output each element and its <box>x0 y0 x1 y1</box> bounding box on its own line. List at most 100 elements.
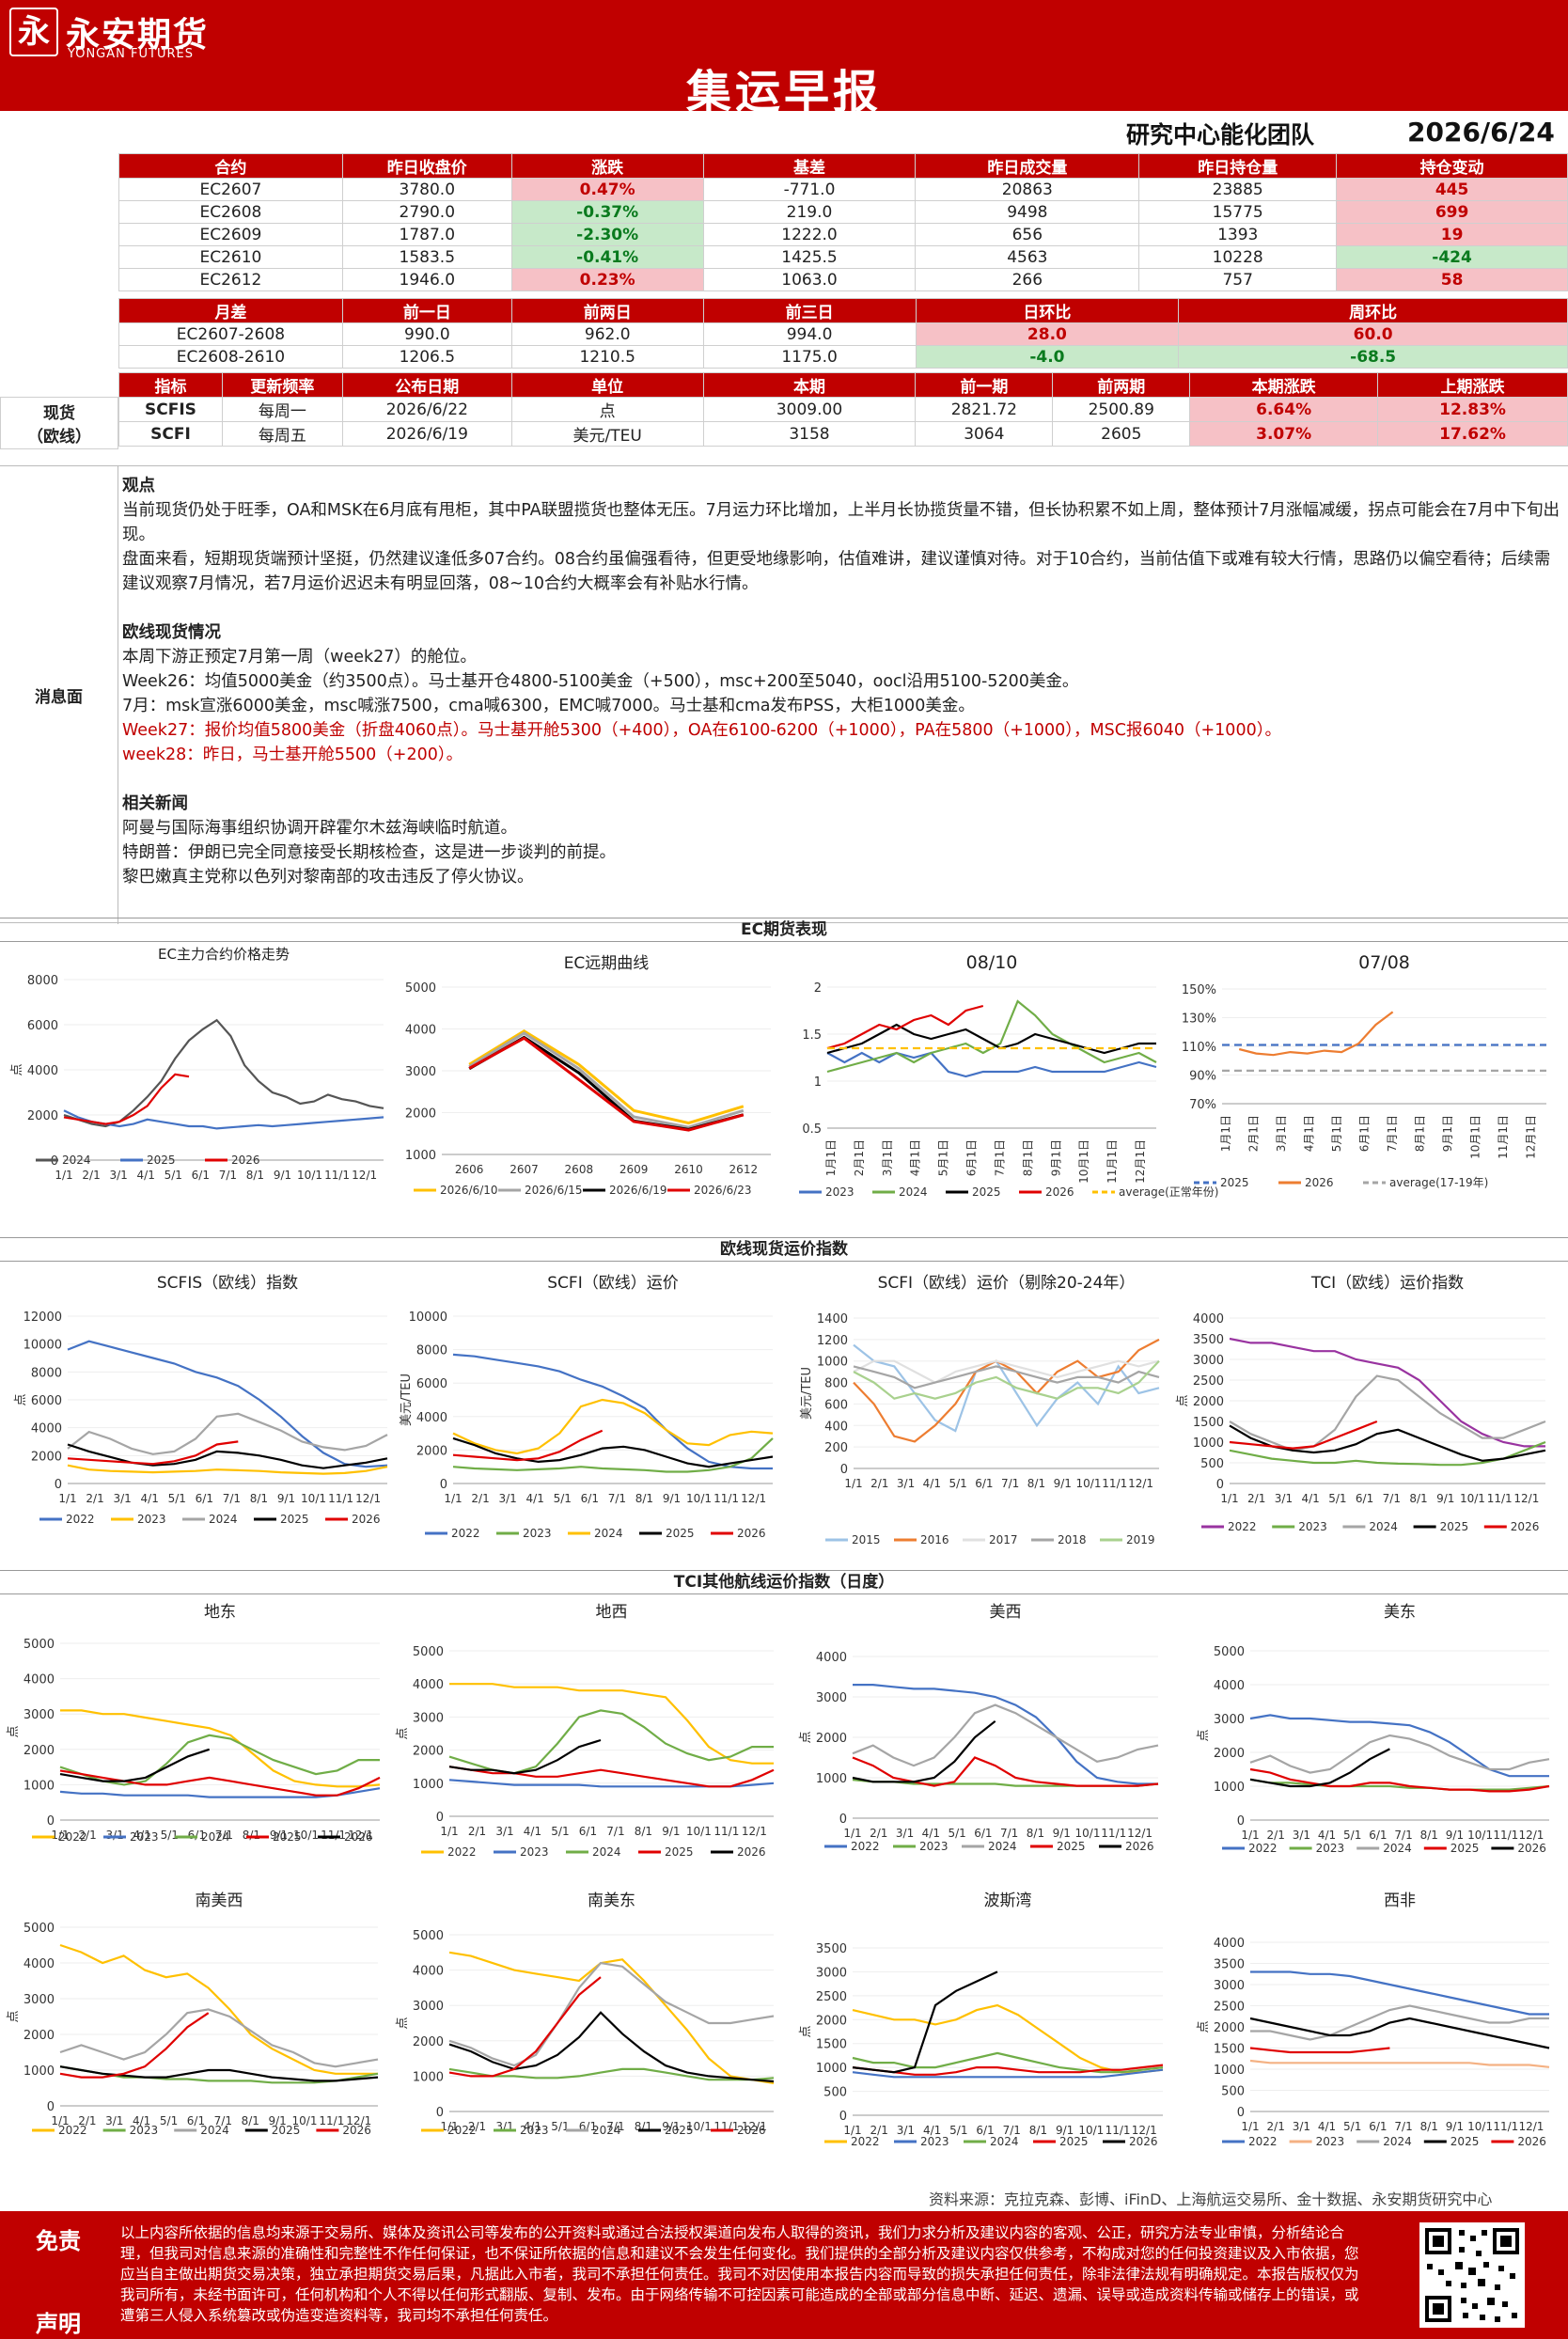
basis-cell: 219.0 <box>702 200 917 224</box>
y-tick-label: 3500 <box>1214 1958 1245 1972</box>
x-tick-label: 10/1 <box>1076 1477 1102 1490</box>
series-line-2026 <box>1238 1011 1394 1057</box>
table-row: SCFIS 每周一 2026/6/22 点 3009.00 2821.72 2500.89 6… <box>118 397 1568 422</box>
series-line-2023 <box>448 2067 775 2081</box>
column-header: 前一日 <box>341 298 512 323</box>
x-tick-label: 2/1 <box>1267 1829 1285 1842</box>
legend-label: 2026/6/10 <box>440 1184 498 1197</box>
y-tick-label: 90% <box>1189 1070 1216 1084</box>
x-tick-label: 2/1 <box>468 2120 486 2133</box>
y-tick-label: 500 <box>1221 2085 1245 2099</box>
close-cell: 1787.0 <box>341 223 512 246</box>
series-line-2026/6/15 <box>468 1031 745 1129</box>
x-tick-label: 5/1 <box>168 1492 186 1505</box>
volume-cell: 4563 <box>915 245 1140 269</box>
chart-tci-dd: 地东 0 1000 2000 3000 4000 5000 点 1/1 2/1 3/1 4/1 5/1 6… <box>7 1603 381 1844</box>
y-tick-label: 5000 <box>1214 1645 1245 1659</box>
current-cell: 3009.00 <box>702 397 917 422</box>
y-tick-label: 2500 <box>1193 1374 1224 1389</box>
company-logo: 永 永安期货 YONGAN FUTURES <box>9 8 212 61</box>
x-tick-label: 7/1 <box>223 1492 241 1505</box>
y-tick-label: 2000 <box>1214 2021 1245 2035</box>
table-row: EC2610 1583.5 -0.41% 1425.5 4563 10228 -424 <box>118 245 1568 269</box>
legend-label: 2026 <box>737 1527 766 1540</box>
y-tick-label: 2000 <box>413 2035 444 2049</box>
x-tick-label: 2/1 <box>82 1169 100 1182</box>
legend-label: 2015 <box>852 1533 881 1546</box>
spread-header-row: 月差 前一日 前两日 前三日 日环比 周环比 <box>118 298 1568 323</box>
y-tick-label: 4000 <box>416 1411 447 1425</box>
series-line-2026 <box>448 1976 602 2078</box>
series-line-2025 <box>1249 1767 1550 1793</box>
x-tick-label: 7月1日 <box>1386 1115 1399 1152</box>
series-line-2015 <box>853 1343 1160 1433</box>
legend-label: 2022 <box>58 2124 87 2137</box>
y-tick-label: 2 <box>814 981 822 996</box>
legend-label: 2024 <box>594 1527 623 1540</box>
y-tick-label: 3500 <box>816 1942 847 1956</box>
spot-line-1: 本周下游正预定7月第一周（week27）的舱位。 <box>122 648 477 667</box>
y-tick-label: 3000 <box>1193 1354 1224 1368</box>
contract-cell: EC2609 <box>118 223 343 246</box>
y-tick-label: 2000 <box>1193 1395 1224 1409</box>
table-row: SCFI 每周五 2026/6/19 美元/TEU 3158 3064 2605 3.07% 1… <box>118 421 1568 447</box>
x-tick-label: 12/1 <box>352 1169 377 1182</box>
x-tick-label: 8/1 <box>1420 2120 1438 2133</box>
volume-cell: 20863 <box>915 178 1140 201</box>
y-tick-label: 500 <box>823 2086 847 2100</box>
y-tick-label: 3000 <box>1214 1713 1245 1727</box>
x-tick-label: 5/1 <box>554 1492 572 1505</box>
data-source: 资料来源：克拉克森、彭博、iFinD、上海航运交易所、金十数据、永安期货研究中心 <box>929 2190 1493 2208</box>
x-tick-label: 6/1 <box>1369 1829 1387 1842</box>
qr-code-icon[interactable] <box>1419 2222 1525 2328</box>
y-tick-label: 130% <box>1182 1013 1216 1027</box>
chart-ec-curve: EC远期曲线 1000 2000 3000 4000 5000 2606 2607 2608 26… <box>405 954 771 1197</box>
column-header: 更新频率 <box>221 372 343 398</box>
chart-title: 美东 <box>1384 1603 1416 1622</box>
x-tick-label: 2/1 <box>468 1825 486 1838</box>
x-tick-label: 9/1 <box>1056 2124 1074 2137</box>
x-tick-label: 7/1 <box>215 1829 233 1842</box>
y-tick-label: 1000 <box>817 1356 848 1370</box>
chart-title: 南美西 <box>196 1892 243 1910</box>
series-line-2023 <box>67 1464 388 1475</box>
x-tick-label: 10/1 <box>1078 2124 1104 2137</box>
volume-cell: 656 <box>915 223 1140 246</box>
x-tick-label: 1月1日 <box>824 1139 838 1176</box>
x-tick-label: 5/1 <box>949 2124 967 2137</box>
open-interest-cell: 23885 <box>1138 178 1338 201</box>
change-cell: 6.64% <box>1189 397 1379 422</box>
news-content: 观点 当前现货仍处于旺季，OA和MSK在6月底有甩柜，其中PA联盟揽货也整体无压… <box>122 474 1560 889</box>
table-row: EC2612 1946.0 0.23% 1063.0 266 757 58 <box>118 268 1568 291</box>
y-tick-label: 10000 <box>409 1311 447 1325</box>
chart-title: 08/10 <box>966 952 1018 973</box>
x-tick-label: 5/1 <box>160 2114 178 2127</box>
x-tick-label: 3/1 <box>1293 1829 1310 1842</box>
y-tick-label: 8000 <box>416 1344 447 1358</box>
x-tick-label: 10/1 <box>1467 2120 1493 2133</box>
y-tick-label: 2000 <box>405 1107 436 1122</box>
series-line-2023 <box>852 2068 1164 2079</box>
x-tick-label: 10月1日 <box>1077 1139 1090 1184</box>
x-tick-label: 12/1 <box>1128 1477 1153 1490</box>
x-tick-label: 12/1 <box>1127 1827 1152 1840</box>
x-tick-label: 2/1 <box>471 1492 489 1505</box>
x-tick-label: 1/1 <box>51 1829 69 1842</box>
change-cell: 0.23% <box>510 268 704 291</box>
open-interest-cell: 15775 <box>1138 200 1338 224</box>
series-line-2026 <box>452 1429 604 1462</box>
wow-cell: 60.0 <box>1178 322 1568 346</box>
x-tick-label: 11/1 <box>1487 1492 1513 1505</box>
y-tick-label: 1500 <box>816 2038 847 2052</box>
y-tick-label: 200 <box>824 1441 848 1455</box>
x-tick-label: 10/1 <box>297 1169 322 1182</box>
column-header: 昨日收盘价 <box>341 153 512 179</box>
y-tick-label: 4000 <box>1214 1937 1245 1951</box>
series-line-2024 <box>1249 1734 1550 1774</box>
x-tick-label: 1/1 <box>1220 1492 1238 1505</box>
x-tick-label: 4/1 <box>133 2114 150 2127</box>
series-line-2024 <box>1229 1374 1546 1452</box>
series-line-2025 <box>826 1023 1156 1055</box>
series-line-2023 <box>448 1779 775 1788</box>
prev-2day-cell: 962.0 <box>510 322 704 346</box>
